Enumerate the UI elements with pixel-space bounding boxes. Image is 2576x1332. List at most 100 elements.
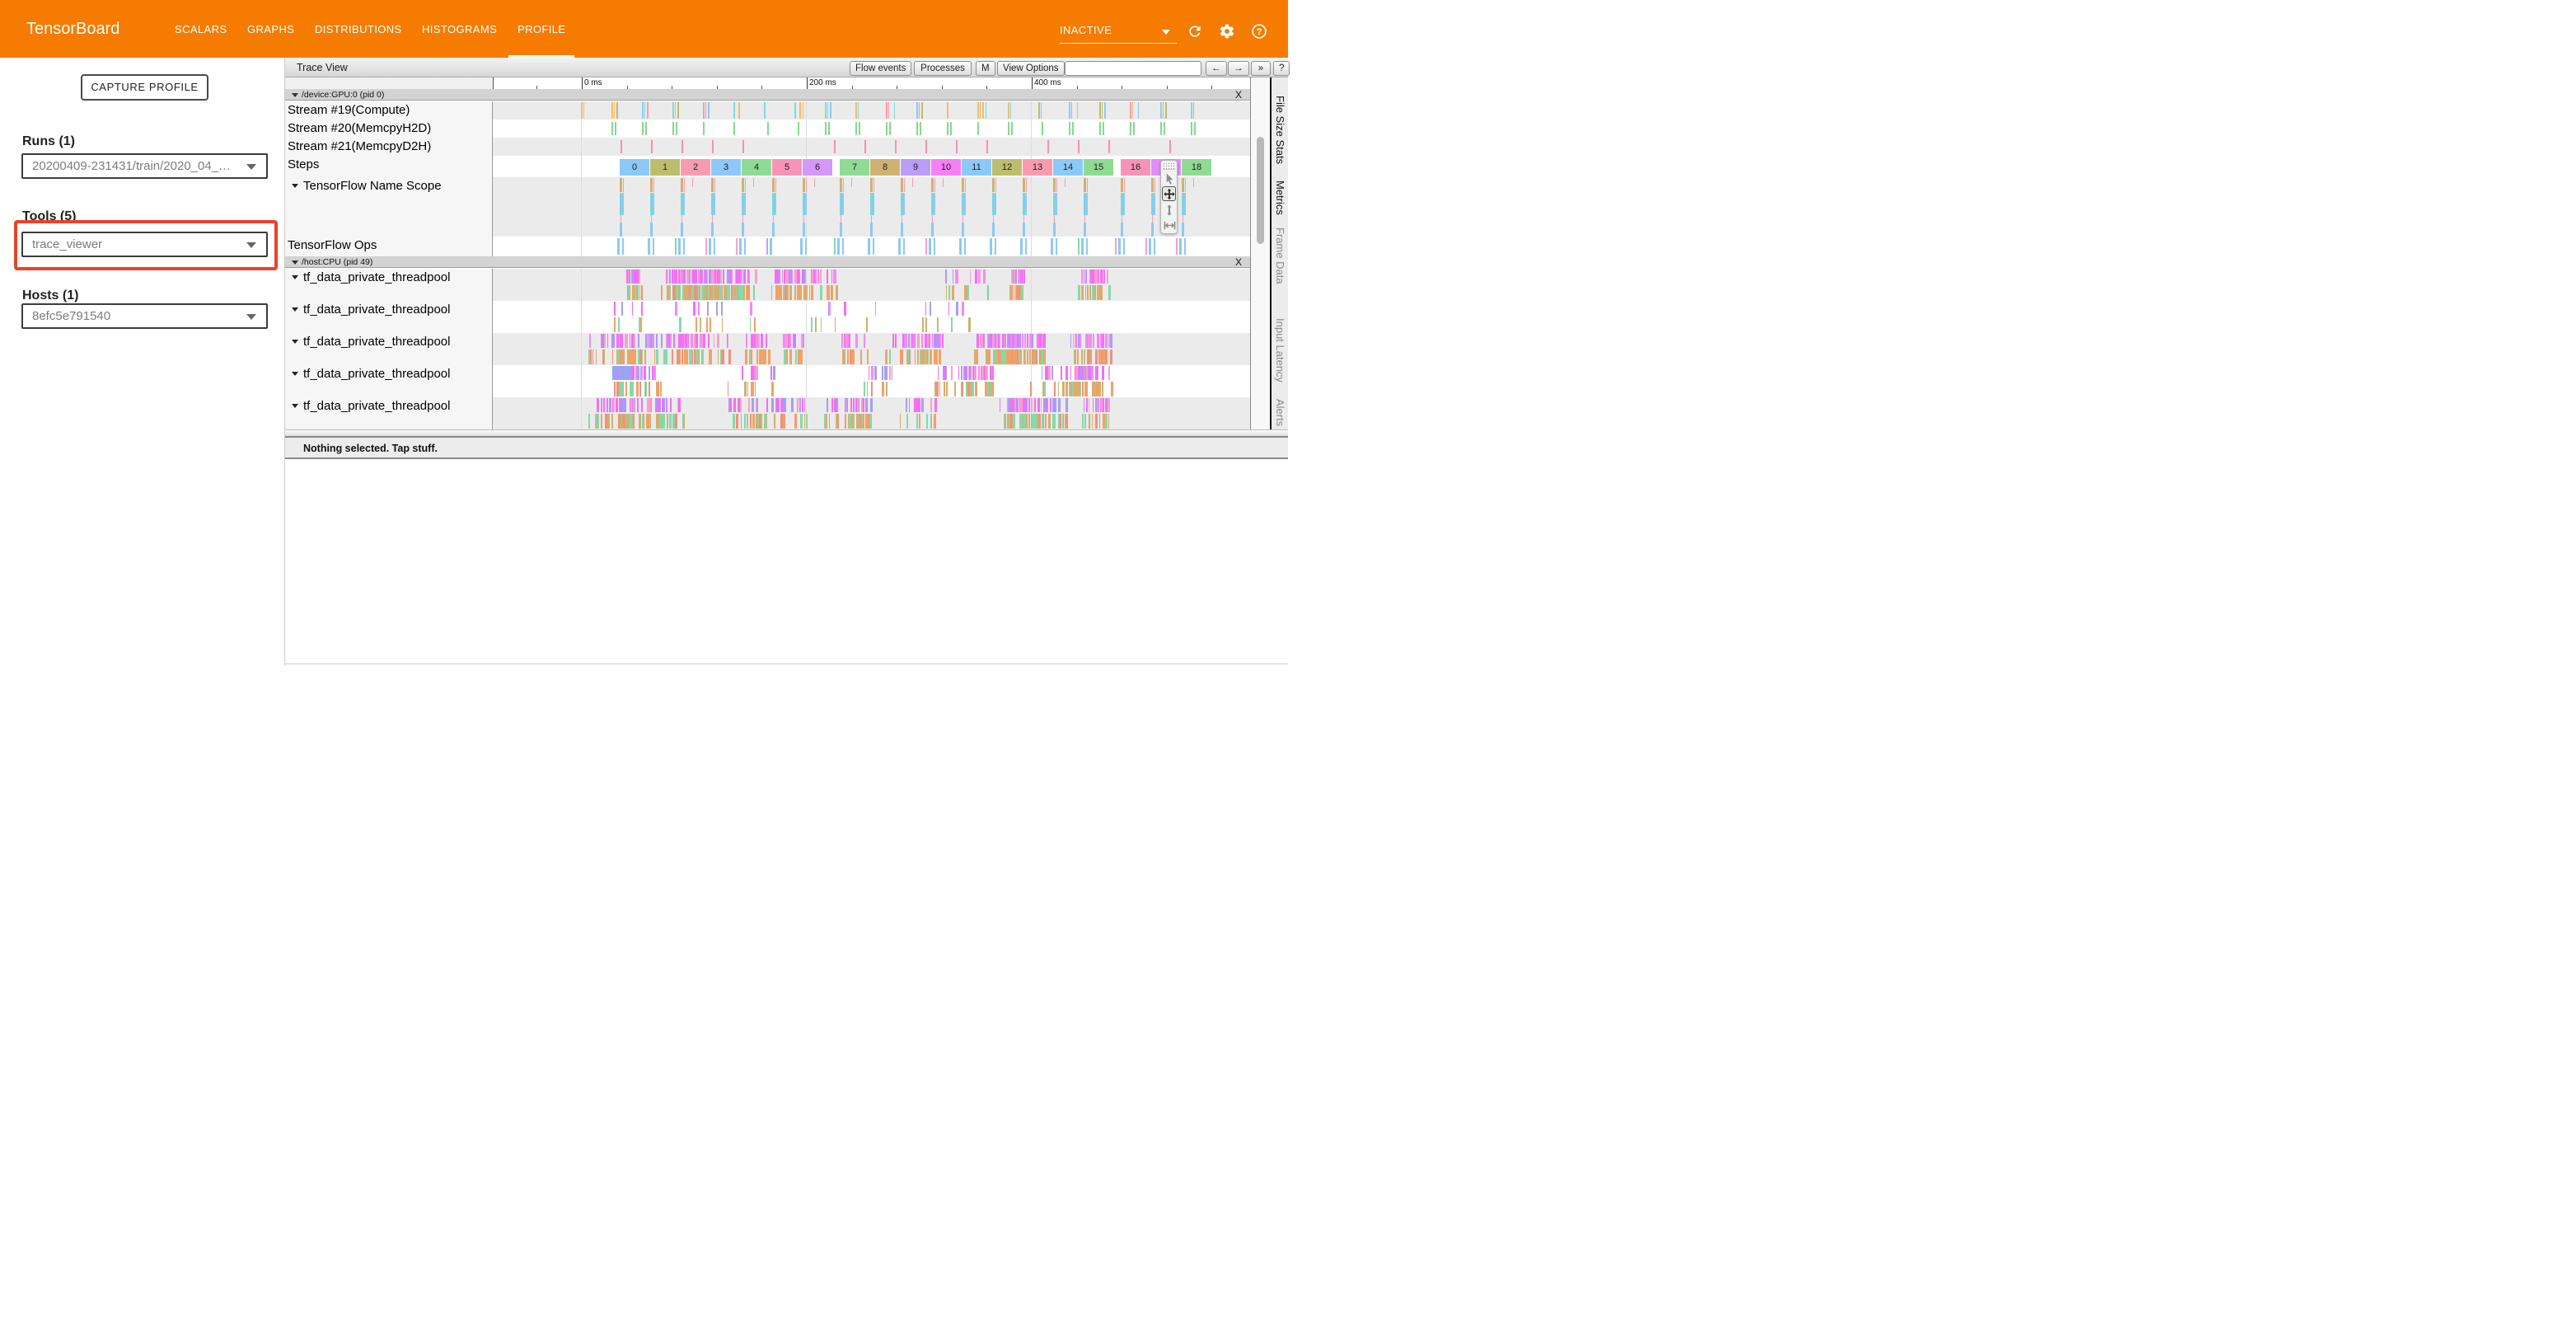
trace-event[interactable]: [992, 366, 994, 380]
trace-event[interactable]: [1081, 382, 1084, 396]
trace-event[interactable]: [811, 285, 813, 300]
trace-event[interactable]: [1009, 334, 1010, 348]
trace-event[interactable]: [842, 178, 844, 192]
row-label[interactable]: tf_data_private_threadpool: [303, 367, 451, 381]
trace-event[interactable]: [916, 414, 918, 429]
trace-event[interactable]: [661, 334, 663, 348]
trace-event[interactable]: [720, 349, 722, 364]
step-block-11[interactable]: 11: [962, 159, 991, 176]
trace-event[interactable]: [653, 366, 656, 380]
trace-event[interactable]: [995, 349, 998, 364]
step-block-3[interactable]: 3: [711, 159, 741, 176]
trace-event[interactable]: [1006, 349, 1009, 364]
trace-event[interactable]: [1089, 270, 1090, 284]
trace-event[interactable]: [845, 414, 847, 429]
trace-event[interactable]: [1101, 382, 1104, 396]
trace-event[interactable]: [1017, 270, 1019, 284]
trace-event[interactable]: [888, 349, 891, 364]
trace-event[interactable]: [686, 334, 688, 348]
trace-event[interactable]: [1086, 398, 1089, 412]
trace-event[interactable]: [629, 414, 632, 429]
trace-event[interactable]: [1160, 122, 1162, 135]
trace-event[interactable]: [778, 398, 780, 412]
trace-event[interactable]: [990, 238, 992, 255]
trace-event[interactable]: [643, 366, 646, 380]
trace-event[interactable]: [886, 102, 888, 119]
toolbar-button--[interactable]: »: [1251, 61, 1271, 76]
trace-event[interactable]: [669, 285, 672, 300]
trace-event[interactable]: [754, 366, 756, 380]
trace-event[interactable]: [772, 193, 775, 215]
step-block-1[interactable]: 1: [650, 159, 680, 176]
trace-event[interactable]: [1006, 398, 1009, 412]
trace-event[interactable]: [1012, 285, 1014, 300]
trace-event[interactable]: [597, 414, 600, 429]
trace-event[interactable]: [1089, 349, 1092, 364]
trace-event[interactable]: [991, 366, 992, 380]
tab-histograms[interactable]: HISTOGRAMS: [422, 23, 498, 35]
trace-event[interactable]: [825, 102, 827, 119]
trace-event[interactable]: [936, 382, 939, 396]
trace-event[interactable]: [1014, 270, 1018, 284]
trace-event[interactable]: [700, 334, 704, 348]
trace-event[interactable]: [645, 122, 647, 135]
trace-event[interactable]: [665, 349, 668, 364]
trace-event[interactable]: [1101, 366, 1103, 380]
trace-event[interactable]: [677, 285, 680, 300]
trace-event[interactable]: [736, 238, 738, 255]
trace-event[interactable]: [874, 366, 877, 380]
trace-event[interactable]: [797, 270, 799, 284]
trace-event[interactable]: [631, 270, 634, 284]
trace-event[interactable]: [829, 302, 831, 316]
trace-event[interactable]: [681, 193, 683, 215]
trace-event[interactable]: [1058, 398, 1061, 412]
trace-event[interactable]: [719, 285, 722, 300]
trace-event[interactable]: [901, 349, 903, 364]
trace-event[interactable]: [615, 398, 617, 412]
trace-event[interactable]: [1154, 193, 1155, 215]
trace-event[interactable]: [1182, 223, 1184, 237]
trace-event[interactable]: [668, 334, 671, 348]
trace-event[interactable]: [728, 349, 729, 364]
trace-event[interactable]: [873, 238, 874, 255]
trace-event[interactable]: [750, 302, 752, 316]
trace-event[interactable]: [848, 334, 851, 348]
trace-event[interactable]: [686, 334, 688, 348]
trace-event[interactable]: [939, 334, 942, 348]
trace-event[interactable]: [931, 349, 933, 364]
trace-event[interactable]: [724, 285, 727, 300]
trace-event[interactable]: [746, 334, 748, 348]
trace-event[interactable]: [788, 270, 790, 284]
trace-event[interactable]: [1103, 270, 1105, 284]
trace-event[interactable]: [850, 349, 853, 364]
trace-event[interactable]: [630, 398, 632, 412]
trace-event[interactable]: [959, 238, 962, 255]
trace-event[interactable]: [700, 270, 703, 284]
trace-event[interactable]: [844, 302, 846, 316]
trace-event[interactable]: [861, 398, 864, 412]
trace-event[interactable]: [621, 414, 624, 429]
trace-event[interactable]: [675, 238, 677, 255]
trace-event[interactable]: [916, 122, 918, 135]
trace-event[interactable]: [963, 366, 965, 380]
trace-event[interactable]: [903, 238, 905, 255]
trace-event[interactable]: [931, 193, 934, 215]
trace-event[interactable]: [749, 317, 751, 332]
trace-event[interactable]: [752, 398, 755, 412]
trace-event[interactable]: [956, 140, 958, 153]
trace-event[interactable]: [943, 366, 945, 380]
trace-event[interactable]: [783, 285, 785, 300]
trace-event[interactable]: [665, 270, 667, 284]
trace-event[interactable]: [636, 382, 639, 396]
trace-event[interactable]: [603, 398, 606, 412]
trace-event[interactable]: [863, 382, 865, 396]
trace-scrollbar-thumb[interactable]: [1257, 137, 1264, 244]
trace-event[interactable]: [1086, 349, 1089, 364]
trace-event[interactable]: [771, 285, 773, 300]
trace-event[interactable]: [783, 270, 785, 284]
trace-event[interactable]: [639, 382, 641, 396]
trace-event[interactable]: [638, 317, 640, 332]
trace-event[interactable]: [1037, 334, 1040, 348]
trace-event[interactable]: [622, 193, 624, 215]
trace-event[interactable]: [667, 285, 670, 300]
